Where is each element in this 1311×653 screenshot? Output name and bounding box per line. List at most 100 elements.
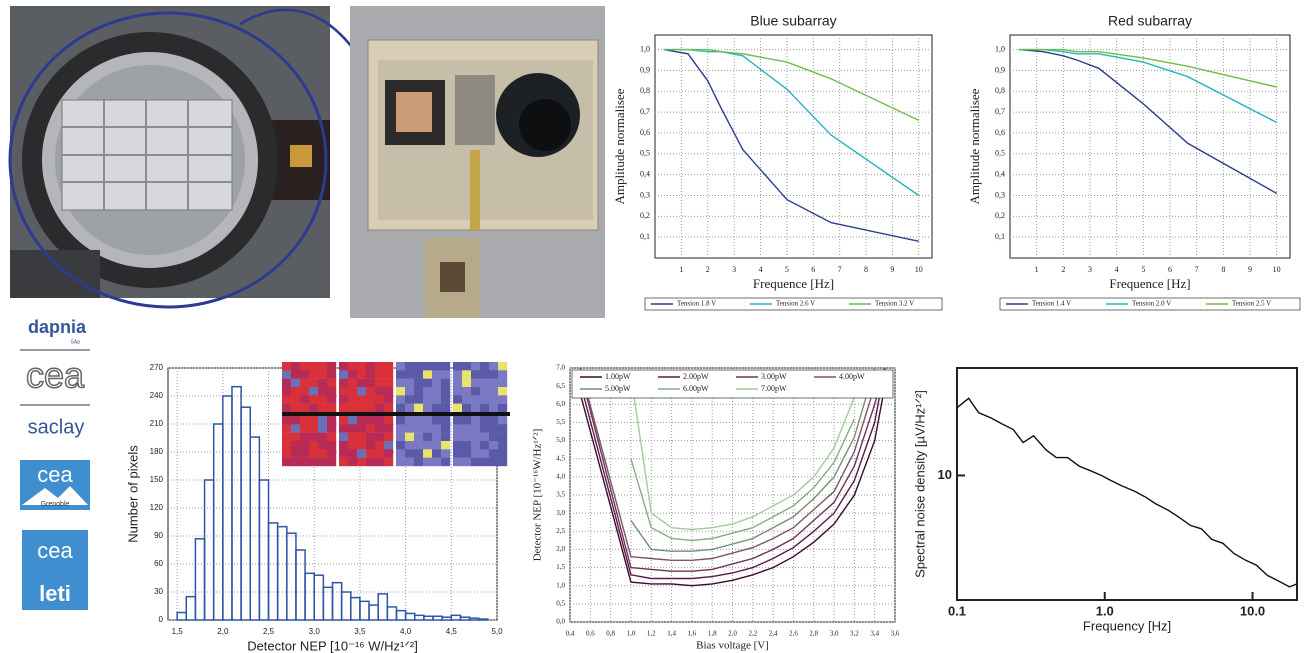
- pixel: [339, 395, 349, 404]
- pixel: [405, 432, 415, 442]
- x-tick-label: 10: [915, 265, 923, 274]
- pixel: [384, 457, 394, 467]
- legend-label: 7.00pW: [761, 384, 787, 393]
- pixel: [366, 395, 376, 404]
- pixel: [357, 416, 367, 425]
- pixel: [489, 457, 499, 467]
- pixel: [348, 362, 358, 371]
- pixel: [375, 449, 385, 458]
- pixel: [357, 457, 367, 467]
- pixel: [327, 387, 337, 396]
- y-tick-label: 270: [150, 363, 164, 372]
- pixel: [300, 457, 310, 467]
- plot-frame: [1009, 34, 1291, 259]
- pixel: [339, 457, 349, 467]
- pixel: [462, 370, 472, 379]
- pixel: [423, 378, 433, 388]
- pixel: [366, 370, 376, 379]
- pixel: [405, 378, 415, 388]
- pixel: [471, 362, 481, 371]
- x-tick-label: 5: [785, 265, 789, 274]
- pixel: [375, 387, 385, 396]
- legend-label: Tension 2.6 V: [776, 300, 815, 308]
- pixel: [423, 449, 433, 458]
- pixel: [327, 403, 337, 413]
- pixel: [432, 432, 442, 442]
- pixel: [375, 441, 385, 450]
- pixel: [489, 395, 499, 404]
- x-tick-label: 6: [1168, 265, 1172, 274]
- pixel: [375, 432, 385, 442]
- x-tick-label: 0,4: [566, 630, 575, 638]
- legend-box: [644, 297, 943, 311]
- y-axis-label: Detector NEP [10⁻¹⁶W/Hz¹ᐟ²]: [532, 429, 544, 562]
- y-tick-label: 90: [154, 531, 163, 540]
- pixel: [396, 387, 406, 396]
- pixel: [462, 395, 472, 404]
- pixel: [300, 403, 310, 413]
- pixel: [366, 387, 376, 396]
- pixel: [384, 441, 394, 450]
- pixel: [339, 416, 349, 425]
- pixel: [414, 457, 424, 467]
- pixel: [462, 449, 472, 458]
- pixel: [414, 378, 424, 388]
- pixel: [309, 441, 319, 450]
- logo-sap: SAp: [71, 339, 81, 345]
- x-tick-label: 9: [890, 265, 894, 274]
- pixel: [441, 378, 451, 388]
- y-tick-label: 0,2: [995, 211, 1005, 220]
- pixel: [432, 449, 442, 458]
- series-line: [956, 397, 1298, 588]
- pixel: [309, 424, 319, 433]
- pixel: [423, 370, 433, 379]
- pixel: [480, 457, 490, 467]
- pixel: [339, 403, 349, 413]
- x-tick-label: 1.0: [1096, 603, 1114, 618]
- y-tick-label: 0,6: [995, 128, 1005, 137]
- y-axis-label: Spectral noise density [µV/Hz¹ᐟ²]: [912, 390, 927, 578]
- pixel: [375, 403, 385, 413]
- pixel: [471, 441, 481, 450]
- pixel: [318, 416, 328, 425]
- pixel: [414, 362, 424, 371]
- pixel: [396, 432, 406, 442]
- pixel: [489, 362, 499, 371]
- y-tick-label: 0,8: [640, 86, 650, 95]
- pixel: [282, 387, 292, 396]
- pixel: [396, 449, 406, 458]
- series-line: [630, 367, 876, 552]
- pixel: [339, 432, 349, 442]
- pixel: [384, 449, 394, 458]
- pixel: [489, 370, 499, 379]
- pixel: [489, 378, 499, 388]
- pixel: [318, 395, 328, 404]
- photo-detector: [8, 6, 378, 309]
- logo-leti: leti: [39, 581, 71, 606]
- x-tick-label: 2: [1061, 265, 1065, 274]
- pixel: [318, 362, 328, 371]
- pixel: [357, 424, 367, 433]
- logo-cea: cea: [37, 462, 73, 487]
- pixel: [432, 387, 442, 396]
- pixel: [282, 378, 292, 388]
- pixel: [432, 424, 442, 433]
- y-tick-label: 0,4: [640, 169, 650, 178]
- pixel: [471, 416, 481, 425]
- pixel: [384, 387, 394, 396]
- y-tick-label: 0,5: [640, 149, 650, 158]
- x-tick-label: 1,4: [667, 630, 676, 638]
- pixel: [384, 403, 394, 413]
- pixel: [423, 432, 433, 442]
- pixel: [327, 416, 337, 425]
- pixel: [348, 370, 358, 379]
- pixel: [453, 387, 463, 396]
- pixel: [282, 457, 292, 467]
- pixel: [357, 449, 367, 458]
- pixel: [432, 378, 442, 388]
- pixel: [423, 403, 433, 413]
- pixel: [489, 432, 499, 442]
- pixel: [291, 395, 301, 404]
- y-tick-label: 0,6: [640, 128, 650, 137]
